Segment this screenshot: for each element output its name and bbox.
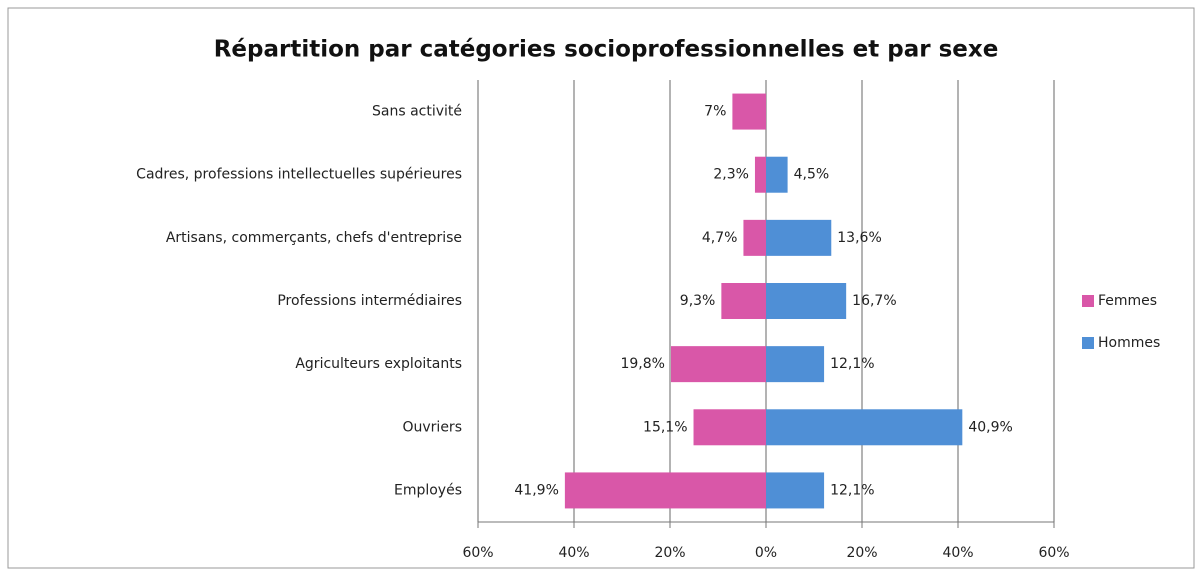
y-tick-label: Agriculteurs exploitants: [295, 356, 462, 372]
x-tick-label: 20%: [846, 545, 877, 561]
data-label: 12,1%: [830, 482, 874, 498]
y-tick-label: Professions intermédiaires: [277, 293, 462, 309]
data-label: 9,3%: [680, 293, 716, 309]
data-label: 41,9%: [514, 482, 558, 498]
x-tick-label: 60%: [462, 545, 493, 561]
bar: [693, 409, 766, 446]
data-label: 15,1%: [643, 419, 687, 435]
bar: [766, 219, 832, 256]
data-label: 13,6%: [837, 230, 881, 246]
bar: [766, 283, 847, 319]
legend-label: Hommes: [1098, 335, 1160, 351]
chart-title: Répartition par catégories socioprofessi…: [214, 37, 999, 63]
x-tick-label: 40%: [942, 545, 973, 561]
bar: [564, 472, 766, 509]
y-tick-label: Employés: [394, 482, 462, 498]
y-tick-label: Cadres, professions intellectuelles supé…: [136, 167, 462, 183]
legend-label: Femmes: [1098, 293, 1157, 309]
bar: [766, 409, 963, 446]
x-tick-label: 0%: [755, 545, 777, 561]
data-label: 4,5%: [794, 167, 830, 183]
bar: [766, 156, 788, 193]
data-label: 40,9%: [968, 419, 1012, 435]
legend-swatch: [1082, 295, 1094, 307]
x-tick-label: 20%: [654, 545, 685, 561]
legend-swatch: [1082, 337, 1094, 349]
data-label: 4,7%: [702, 230, 738, 246]
y-tick-label: Artisans, commerçants, chefs d'entrepris…: [166, 230, 462, 246]
bar: [721, 283, 766, 319]
data-label: 12,1%: [830, 356, 874, 372]
bar: [766, 472, 825, 509]
y-tick-label: Ouvriers: [403, 419, 463, 435]
x-tick-label: 60%: [1038, 545, 1069, 561]
y-tick-label: Sans activité: [372, 104, 462, 120]
bar: [732, 93, 766, 130]
data-label: 7%: [704, 104, 726, 120]
data-label: 16,7%: [852, 293, 896, 309]
x-tick-label: 40%: [558, 545, 589, 561]
bar: [670, 346, 766, 383]
bar: [754, 156, 766, 193]
bar: [766, 346, 825, 383]
bar: [743, 219, 766, 256]
data-label: 2,3%: [713, 167, 749, 183]
data-label: 19,8%: [620, 356, 664, 372]
